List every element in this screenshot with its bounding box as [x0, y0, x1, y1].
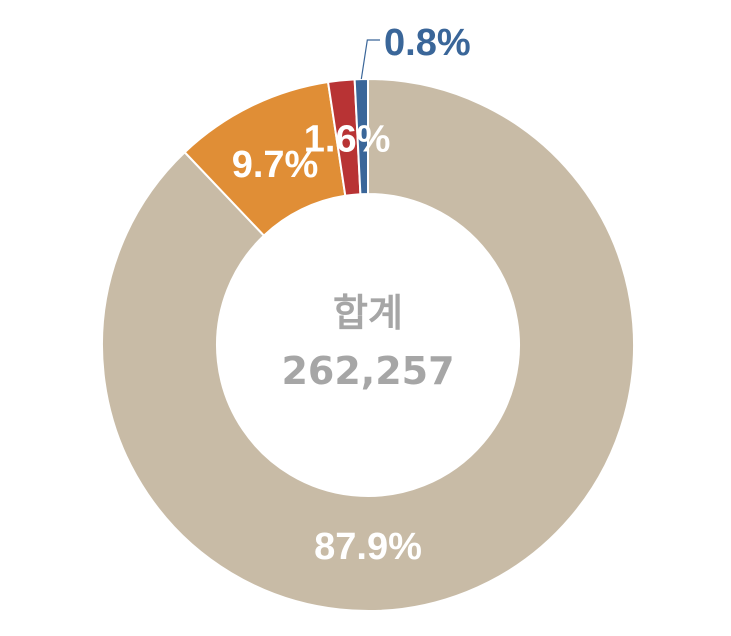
slice-fourth [353, 77, 369, 196]
label-main: 87.9% [314, 526, 422, 568]
donut-slices [101, 77, 635, 612]
leader-line [360, 39, 380, 80]
label-third: 1.6% [304, 119, 391, 161]
slice-labels: 87.9% 9.7%1.6% 0.8% [232, 22, 471, 568]
slice-main [101, 77, 635, 612]
center-value: 262,257 [281, 349, 454, 393]
label-fourth: 0.8% [384, 22, 471, 64]
leader-lines [360, 39, 380, 80]
center-label: 합계 [333, 291, 403, 335]
label-second: 9.7% [232, 144, 319, 186]
